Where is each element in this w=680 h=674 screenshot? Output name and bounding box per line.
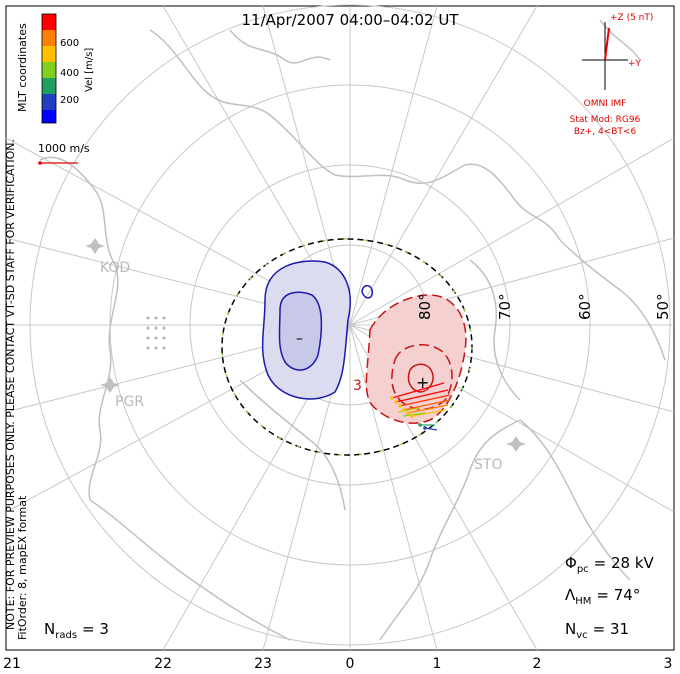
lat-label-60: 60°	[576, 293, 594, 320]
colorbar-swatch-blue	[42, 94, 56, 110]
positive-cell-mid-contour	[391, 344, 453, 410]
hm-boundary-vectors	[221, 238, 473, 456]
station-pgr-label: PGR	[115, 394, 144, 410]
radar-sites	[85, 238, 526, 452]
polar-cap-contour	[361, 284, 374, 299]
scale-vector-label: 1000 m/s	[38, 142, 90, 155]
map-title: 11/Apr/2007 04:00–04:02 UT	[242, 11, 460, 29]
mlt-labels: 21 22 23 0 1 2 3	[3, 656, 672, 672]
nvc-stat: Nvc = 31	[565, 620, 629, 641]
station-pgr-marker	[100, 377, 120, 393]
mlt-label-23: 23	[254, 656, 272, 672]
mlt-label-3: 3	[664, 656, 673, 672]
colorbar-swatch-teal	[42, 78, 56, 94]
imf-source: OMNI IMF	[584, 99, 627, 109]
dot-grid	[146, 316, 166, 350]
fit-statistics: Φpc = 28 kV ΛHM = 74° Nvc = 31 Nrads = 3	[44, 554, 655, 641]
imf-condition: Bz+, 4<BT<6	[574, 127, 637, 137]
colorbar-swatch-orange	[42, 30, 56, 46]
imf-model: Stat Mod: RG96	[570, 115, 641, 125]
colorbar-tick-200: 200	[60, 95, 79, 106]
colorbar-swatch-green	[42, 62, 56, 78]
lambda-hm-stat: ΛHM = 74°	[565, 586, 640, 607]
positive-cell-contour-tag: 3	[353, 378, 362, 394]
scale-vector-origin	[38, 161, 42, 165]
imf-z-label: +Z (5 nT)	[610, 13, 653, 23]
mlt-label-2: 2	[533, 656, 542, 672]
nrads-stat: Nrads = 3	[44, 620, 109, 641]
lat-label-70: 70°	[496, 293, 514, 320]
phi-pc-stat: Φpc = 28 kV	[565, 554, 655, 575]
preview-note: NOTE: FOR PREVIEW PURPOSES ONLY. PLEASE …	[4, 139, 17, 630]
mlt-label-0: 0	[346, 656, 355, 672]
colorbar-swatch-red	[42, 14, 56, 30]
colorbar-tick-600: 600	[60, 38, 79, 49]
velocity-colorbar: 600 400 200 Vel [m/s] MLT coordinates	[16, 13, 95, 124]
station-sto-label: STO	[474, 457, 502, 473]
latitude-labels: 80° 70° 60° 50°	[416, 293, 672, 320]
positive-cell-inner-contour	[407, 363, 434, 393]
positive-cell-label: +	[416, 373, 429, 392]
vector-origins	[390, 396, 427, 430]
colorbar-swatch-darkblue	[42, 110, 56, 123]
imf-vector	[604, 27, 610, 61]
imf-clock: +Z (5 nT) +Y OMNI IMF Stat Mod: RG96 Bz+…	[570, 13, 654, 137]
lat-label-50: 50°	[654, 293, 672, 320]
plot-frame	[5, 5, 675, 651]
mlt-label-1: 1	[433, 656, 442, 672]
station-sto-marker	[506, 436, 526, 452]
lat-label-80: 80°	[416, 293, 434, 320]
coastlines	[39, 19, 666, 641]
negative-cell: –	[261, 260, 351, 400]
mlt-label-21: 21	[3, 656, 21, 672]
velocity-vectors	[391, 382, 451, 431]
colorbar-label: Vel [m/s]	[84, 48, 95, 92]
mlt-label-22: 22	[154, 656, 172, 672]
station-kod-marker	[85, 238, 105, 254]
colorbar-swatch-yellow	[42, 46, 56, 62]
negative-cell-label: –	[296, 331, 303, 347]
imf-y-label: +Y	[628, 59, 642, 69]
colorbar-tick-400: 400	[60, 68, 79, 79]
mlt-coordinates-label: MLT coordinates	[16, 23, 29, 112]
negative-cell-inner-contour	[278, 291, 323, 371]
station-kod-label: KOD	[100, 260, 130, 276]
fit-order-note: FitOrder: 8, mapEX format	[16, 495, 29, 640]
